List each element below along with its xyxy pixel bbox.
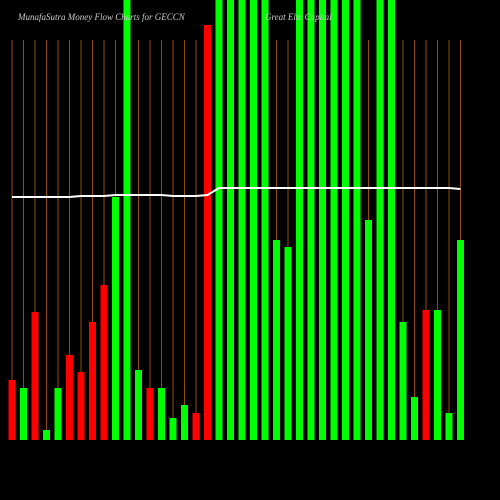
bar [399,322,407,440]
money-flow-line [12,187,461,198]
bar [31,312,39,440]
bar [445,413,453,440]
bar [204,25,211,440]
bar [20,388,27,440]
chart-title: MunafaSutra Money Flow Charts for GECCN [17,12,186,22]
bar [146,388,154,440]
bar [100,285,108,440]
bar [330,0,338,440]
bar [342,0,349,440]
bar [284,247,292,440]
bar [215,0,223,440]
bar [158,388,165,440]
bar [112,197,119,440]
bar [296,0,303,440]
bar [353,0,361,440]
bar [365,220,372,440]
bar [422,310,430,440]
bar [89,322,96,440]
chart-subtitle: Great Elm Capital [265,12,332,22]
bar [227,0,234,440]
bar [273,240,280,440]
bar [192,413,200,440]
bar [123,0,131,440]
bar [66,355,73,440]
bar [411,397,418,440]
bar [250,0,257,440]
bar [434,310,441,440]
bar [54,388,62,440]
bar [261,0,269,440]
bar [457,240,464,440]
bar [181,405,188,440]
bar [388,0,395,440]
bars [8,0,464,440]
bar [77,372,85,440]
bar [319,0,326,440]
bar [135,370,142,440]
bar [307,0,315,440]
bar [376,0,384,440]
bar [169,418,177,440]
bar [238,0,246,440]
bar [8,380,16,440]
bar [43,430,50,440]
